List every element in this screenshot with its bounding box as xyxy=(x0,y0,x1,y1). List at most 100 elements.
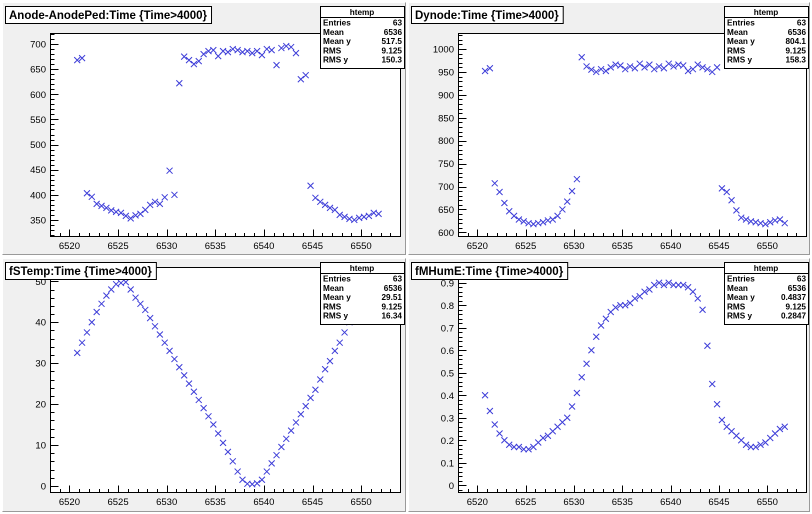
y-tick-label: 0.3 xyxy=(441,413,454,424)
data-point xyxy=(224,448,232,456)
stats-value: 0.4837 xyxy=(781,293,806,302)
data-point xyxy=(588,66,595,74)
stats-value: 9.125 xyxy=(786,46,807,55)
data-point xyxy=(278,44,285,52)
y-tick-label: 0 xyxy=(449,481,454,492)
x-tick-label: 6520 xyxy=(467,241,488,252)
stats-label: Mean xyxy=(727,284,748,293)
chart-panel-2: 6520 6525 6530 6535 6540 6545 6550 600 650 700 750… xyxy=(408,2,810,255)
stats-value: 9.125 xyxy=(786,302,807,311)
data-point xyxy=(103,292,110,299)
data-point xyxy=(175,79,183,87)
data-point xyxy=(268,46,276,54)
data-point xyxy=(166,347,173,355)
data-point xyxy=(190,60,198,68)
data-point xyxy=(195,396,203,404)
data-point xyxy=(501,199,508,207)
y-tick-label: 0.8 xyxy=(441,301,454,312)
data-point xyxy=(312,386,319,394)
data-point xyxy=(180,372,188,379)
data-point xyxy=(621,301,629,309)
y-tick-label: 10 xyxy=(35,440,46,451)
data-point xyxy=(127,286,135,293)
data-point xyxy=(597,65,605,73)
data-point xyxy=(365,212,373,220)
stats-label: RMS xyxy=(727,302,746,311)
stats-frame xyxy=(724,262,809,325)
plot-title-box: fMHumE:Time {Time>4000} xyxy=(411,262,569,280)
data-point xyxy=(253,47,261,55)
data-point xyxy=(757,441,764,449)
data-point xyxy=(621,65,629,73)
data-point xyxy=(766,218,774,226)
stats-label: RMS y xyxy=(323,56,348,65)
y-tick-label: 700 xyxy=(438,182,454,193)
stats-box: htemp Entries 63 Mean 6536 Mean y 29.51 RMS 9.12… xyxy=(320,262,405,325)
data-point xyxy=(481,391,489,399)
data-point xyxy=(321,365,329,373)
data-point xyxy=(539,218,547,226)
data-point xyxy=(655,63,663,70)
x-tick-label: 6525 xyxy=(515,497,536,508)
x-tick-label: 6535 xyxy=(612,497,633,508)
data-point xyxy=(146,201,154,209)
data-point xyxy=(83,329,91,336)
stats-value: 16.34 xyxy=(382,312,403,321)
data-point xyxy=(718,184,726,192)
data-point xyxy=(723,188,731,196)
data-point xyxy=(713,64,721,71)
y-tick-label: 350 xyxy=(30,215,46,226)
data-point xyxy=(302,71,310,79)
data-point xyxy=(185,56,193,64)
data-point xyxy=(612,304,619,311)
data-point xyxy=(98,300,105,308)
stats-label: Mean y xyxy=(323,37,351,46)
data-point xyxy=(244,47,251,55)
x-tick-label: 6530 xyxy=(156,497,177,508)
data-point xyxy=(258,51,266,59)
data-point xyxy=(481,67,489,75)
data-point xyxy=(679,62,687,69)
data-point xyxy=(297,75,305,83)
stats-label: Mean y xyxy=(727,37,755,46)
plot-title: fMHumE:Time {Time>4000} xyxy=(415,266,564,278)
stats-value: 63 xyxy=(393,275,403,284)
stats-label: Mean y xyxy=(727,293,755,302)
x-tick-label: 6530 xyxy=(563,241,584,252)
data-point xyxy=(762,220,769,228)
stats-box: htemp Entries 63 Mean 6536 Mean y 517.5 RMS 9.12… xyxy=(320,6,405,69)
title-frame xyxy=(5,6,213,24)
data-point xyxy=(316,376,324,383)
data-point xyxy=(617,62,624,69)
title-frame xyxy=(411,6,564,24)
data-point xyxy=(583,360,590,368)
x-tick-label: 6540 xyxy=(253,241,274,252)
data-point xyxy=(515,216,523,223)
data-point xyxy=(307,394,314,402)
data-point xyxy=(510,443,518,451)
chart-panel-3: 6520 6525 6530 6535 6540 6545 6550 0 10 20 30 40 50f… xyxy=(2,258,406,512)
stats-frame xyxy=(320,262,405,325)
x-tick-label: 6545 xyxy=(708,497,729,508)
data-point xyxy=(573,175,581,183)
y-tick-label: 800 xyxy=(438,136,454,147)
x-tick-label: 6520 xyxy=(467,497,488,508)
data-point xyxy=(83,189,91,197)
data-point xyxy=(554,212,561,220)
data-point xyxy=(73,56,81,64)
stats-label: RMS y xyxy=(727,312,752,321)
data-point xyxy=(510,212,518,220)
data-point xyxy=(273,451,280,459)
data-point xyxy=(341,213,348,221)
y-tick-label: 850 xyxy=(438,113,454,124)
data-point xyxy=(73,349,81,357)
plot-title-box: fSTemp:Time {Time>4000} xyxy=(5,262,157,280)
data-point xyxy=(525,445,532,453)
data-point xyxy=(660,281,668,289)
stats-name: htemp xyxy=(754,264,779,273)
data-point xyxy=(341,329,348,336)
pad-bevel-dark xyxy=(2,2,406,255)
data-point xyxy=(588,346,595,354)
stats-value: 158.3 xyxy=(786,56,807,65)
pad-bevel-light xyxy=(408,258,810,512)
